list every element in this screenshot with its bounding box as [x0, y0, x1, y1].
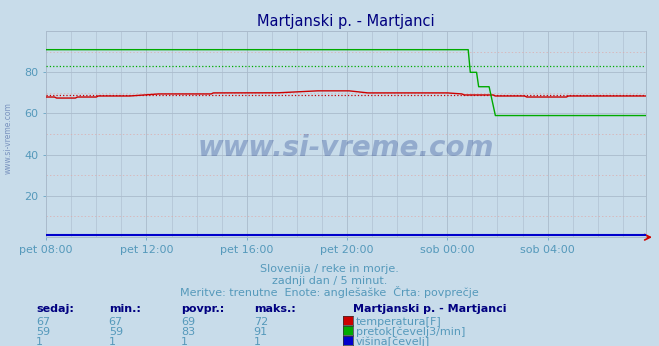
- Text: www.si-vreme.com: www.si-vreme.com: [3, 102, 13, 174]
- Text: višina[čevelj]: višina[čevelj]: [356, 336, 430, 346]
- Text: pretok[čevelj3/min]: pretok[čevelj3/min]: [356, 326, 465, 337]
- Text: 1: 1: [36, 337, 43, 346]
- Text: zadnji dan / 5 minut.: zadnji dan / 5 minut.: [272, 276, 387, 286]
- Text: sedaj:: sedaj:: [36, 304, 74, 314]
- Text: 69: 69: [181, 317, 195, 327]
- Text: 72: 72: [254, 317, 268, 327]
- Text: 59: 59: [36, 327, 50, 337]
- Text: 1: 1: [109, 337, 116, 346]
- Text: Martjanski p. - Martjanci: Martjanski p. - Martjanci: [353, 304, 506, 314]
- Text: www.si-vreme.com: www.si-vreme.com: [198, 135, 494, 163]
- Text: min.:: min.:: [109, 304, 140, 314]
- Text: maks.:: maks.:: [254, 304, 295, 314]
- Text: Meritve: trenutne  Enote: anglešaške  Črta: povprečje: Meritve: trenutne Enote: anglešaške Črta…: [180, 286, 479, 298]
- Text: Slovenija / reke in morje.: Slovenija / reke in morje.: [260, 264, 399, 274]
- Text: povpr.:: povpr.:: [181, 304, 225, 314]
- Text: temperatura[F]: temperatura[F]: [356, 317, 442, 327]
- Text: 59: 59: [109, 327, 123, 337]
- Text: 67: 67: [109, 317, 123, 327]
- Text: 67: 67: [36, 317, 50, 327]
- Text: 1: 1: [181, 337, 188, 346]
- Text: 83: 83: [181, 327, 195, 337]
- Title: Martjanski p. - Martjanci: Martjanski p. - Martjanci: [257, 13, 435, 29]
- Text: 1: 1: [254, 337, 261, 346]
- Text: 91: 91: [254, 327, 268, 337]
